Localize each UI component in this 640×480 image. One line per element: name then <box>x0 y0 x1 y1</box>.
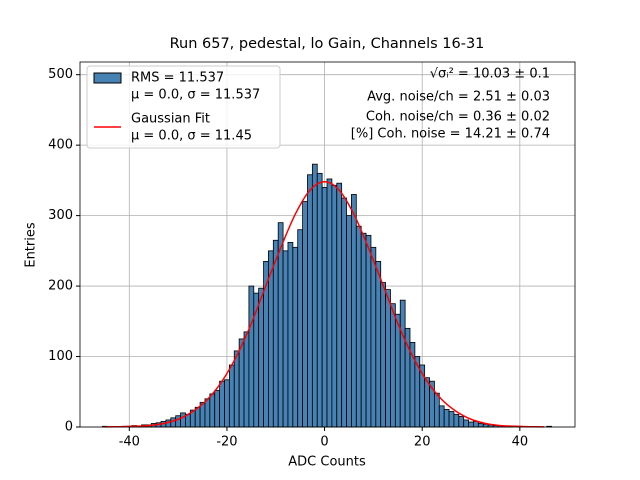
bar <box>424 377 430 428</box>
bar <box>443 408 450 428</box>
plot-frame <box>79 61 576 428</box>
bar <box>468 421 474 428</box>
bar <box>248 285 255 428</box>
bar <box>219 380 225 428</box>
bar <box>336 182 343 428</box>
bar <box>346 215 352 428</box>
fit-line <box>104 181 545 428</box>
bar <box>390 303 396 428</box>
x-tick-label: -40 <box>119 435 140 450</box>
bar <box>238 338 245 428</box>
legend-box <box>86 65 281 149</box>
bar <box>326 178 333 428</box>
legend-swatch <box>93 72 122 84</box>
bar <box>438 405 445 428</box>
bar <box>477 423 484 428</box>
annotation: √σᵢ² = 10.03 ± 0.1 <box>430 67 550 82</box>
annotation: Coh. noise/ch = 0.36 ± 0.02 <box>366 110 550 125</box>
x-axis-label: ADC Counts <box>288 455 366 470</box>
bar <box>341 197 347 428</box>
bar <box>258 287 264 428</box>
bar <box>351 194 357 428</box>
bar <box>243 331 250 428</box>
bar <box>370 246 377 428</box>
bar <box>463 419 469 428</box>
y-tick-label: 500 <box>48 67 73 82</box>
annotation: Avg. noise/ch = 2.51 ± 0.03 <box>367 90 550 105</box>
bar <box>355 225 362 428</box>
bar <box>297 229 304 428</box>
bar <box>175 415 181 428</box>
bar <box>180 412 186 428</box>
x-tick-label: 40 <box>512 435 529 450</box>
bar <box>380 282 386 428</box>
y-tick-label: 200 <box>48 279 73 294</box>
legend-label: RMS = 11.537 <box>131 71 224 86</box>
bar <box>209 393 216 428</box>
bar <box>311 163 318 428</box>
x-tick-label: 20 <box>414 435 431 450</box>
chart-title: Run 657, pedestal, lo Gain, Channels 16-… <box>170 36 485 52</box>
bar <box>360 232 367 428</box>
bar <box>302 201 308 428</box>
annotation: [%] Coh. noise = 14.21 ± 0.74 <box>351 127 550 142</box>
y-tick-label: 400 <box>48 138 73 153</box>
legend-label: Gaussian Fit <box>131 112 210 127</box>
bar <box>272 239 279 428</box>
y-tick-label: 0 <box>65 420 73 435</box>
bar <box>194 406 201 428</box>
bar <box>434 392 440 428</box>
bar <box>228 364 235 428</box>
legend-label: μ = 0.0, σ = 11.45 <box>131 129 252 144</box>
legend-label: μ = 0.0, σ = 11.537 <box>131 88 260 103</box>
bar <box>233 350 240 428</box>
bar <box>448 411 455 428</box>
y-tick-label: 300 <box>48 208 73 223</box>
y-tick-label: 100 <box>48 349 73 364</box>
bar <box>375 261 382 428</box>
bar <box>365 234 372 428</box>
bar <box>292 246 299 428</box>
bar <box>253 292 260 428</box>
bar <box>316 172 323 428</box>
x-tick-label: -20 <box>216 435 237 450</box>
bar <box>282 250 289 428</box>
bar <box>214 389 221 428</box>
bar <box>204 398 211 428</box>
bar <box>385 289 391 428</box>
x-tick-label: 0 <box>320 435 328 450</box>
bar <box>399 299 406 428</box>
bar <box>224 379 230 428</box>
bar <box>287 241 294 428</box>
bar <box>170 417 177 428</box>
y-axis-label: Entries <box>24 222 39 268</box>
bar <box>458 416 465 428</box>
bar <box>394 313 401 428</box>
bar <box>453 413 460 428</box>
bar <box>321 187 328 428</box>
bar <box>482 423 489 428</box>
bar <box>307 174 313 428</box>
bar <box>331 184 338 428</box>
